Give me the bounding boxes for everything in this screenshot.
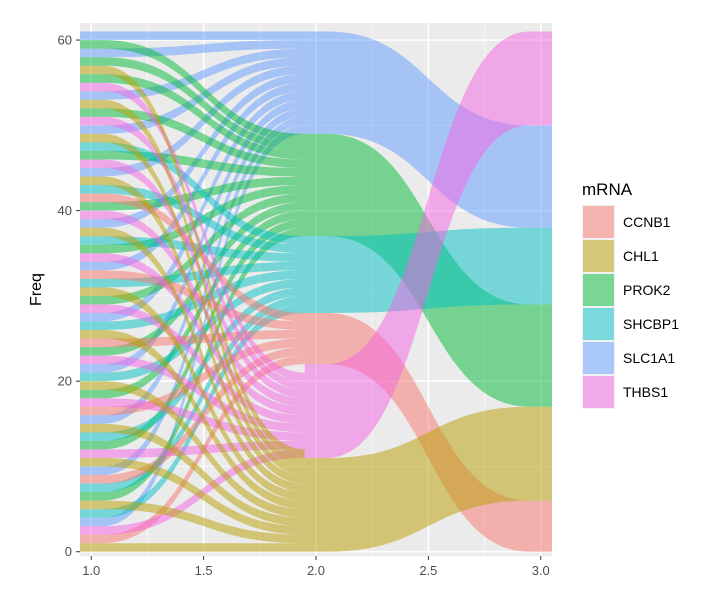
y-axis: 0 20 40 60 xyxy=(58,33,80,559)
flow-chl1-1-2 xyxy=(80,543,305,552)
legend-key-chl1 xyxy=(583,240,614,272)
flow-prok2-1-2 xyxy=(80,40,305,143)
flow-slc1a1-1-2 xyxy=(80,31,305,41)
flow-chl1-2-3 xyxy=(304,406,552,552)
flow-slc1a1-1-2 xyxy=(80,40,305,58)
flow-prok2-1-2 xyxy=(80,185,305,254)
x-tick-label: 1.5 xyxy=(195,563,213,578)
flow-slc1a1-1-2 xyxy=(80,57,305,134)
x-tick-label: 2.0 xyxy=(307,563,325,578)
legend-key-thbs1 xyxy=(583,376,614,408)
legend: mRNA CCNB1 CHL1 PROK2 SHCBP1 SLC1A1 THBS1 xyxy=(582,180,679,409)
flow-prok2-1-2 xyxy=(80,150,305,177)
y-axis-title: Freq xyxy=(28,273,45,306)
legend-key-prok2 xyxy=(583,274,614,306)
flow-shcbp1-1-2 xyxy=(80,142,305,245)
flow-thbs1-2-3 xyxy=(304,31,552,458)
flow-chl1-1-2 xyxy=(80,457,305,535)
alluvial-flows xyxy=(80,31,552,552)
legend-key-ccnb1 xyxy=(583,206,614,238)
flow-chl1-1-2 xyxy=(80,423,305,527)
flow-ccnb1-1-2 xyxy=(80,338,305,416)
flow-slc1a1-1-2 xyxy=(80,48,305,100)
flow-shcbp1-1-2 xyxy=(80,185,305,254)
legend-label-thbs1: THBS1 xyxy=(623,384,668,400)
y-tick-label: 60 xyxy=(58,33,72,48)
legend-label-shcbp1: SHCBP1 xyxy=(623,316,679,332)
legend-title: mRNA xyxy=(582,180,633,199)
x-tick-label: 1.0 xyxy=(82,563,100,578)
x-tick-label: 3.0 xyxy=(532,563,550,578)
x-tick-label: 2.5 xyxy=(419,563,437,578)
flow-chl1-1-2 xyxy=(80,500,305,544)
y-tick-label: 0 xyxy=(65,544,72,559)
flow-thbs1-1-2 xyxy=(80,440,305,458)
flow-prok2-1-2 xyxy=(80,108,305,168)
flow-shcbp1-1-2 xyxy=(80,270,305,331)
flow-prok2-1-2 xyxy=(80,74,305,160)
flow-prok2-1-2 xyxy=(80,57,305,151)
flow-ccnb1-1-2 xyxy=(80,270,305,331)
y-tick-label: 40 xyxy=(58,203,72,218)
legend-key-slc1a1 xyxy=(583,342,614,374)
legend-key-shcbp1 xyxy=(583,308,614,340)
flow-slc1a1-2-3 xyxy=(304,31,552,228)
flow-shcbp1-1-2 xyxy=(80,278,305,382)
legend-label-slc1a1: SLC1A1 xyxy=(623,350,675,366)
legend-items: CCNB1 CHL1 PROK2 SHCBP1 SLC1A1 THBS1 xyxy=(582,205,679,409)
flow-thbs1-1-2 xyxy=(80,355,305,433)
x-axis: 1.0 1.5 2.0 2.5 3.0 xyxy=(82,556,550,578)
y-tick-label: 20 xyxy=(58,374,72,389)
legend-label-ccnb1: CCNB1 xyxy=(623,214,671,230)
legend-label-prok2: PROK2 xyxy=(623,282,671,298)
legend-label-chl1: CHL1 xyxy=(623,248,659,264)
